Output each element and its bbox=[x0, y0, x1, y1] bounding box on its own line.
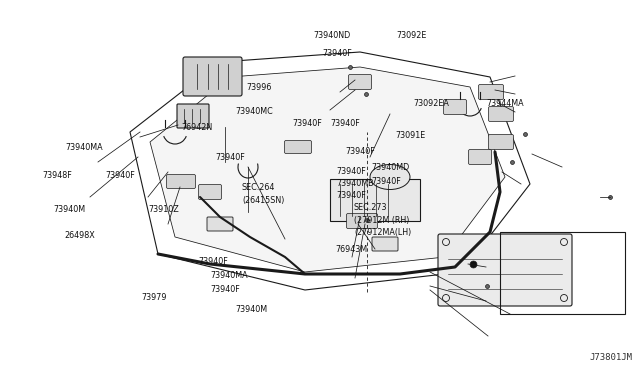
Text: 73940M: 73940M bbox=[53, 205, 85, 214]
Text: J73801JM: J73801JM bbox=[589, 353, 632, 362]
FancyBboxPatch shape bbox=[488, 106, 513, 122]
FancyBboxPatch shape bbox=[479, 84, 504, 99]
FancyBboxPatch shape bbox=[183, 57, 242, 96]
Text: 73940F: 73940F bbox=[292, 119, 322, 128]
Text: 73996: 73996 bbox=[246, 83, 271, 92]
Text: 73940MA: 73940MA bbox=[65, 144, 102, 153]
Text: 73940F: 73940F bbox=[198, 257, 228, 266]
Text: (27912MA(LH): (27912MA(LH) bbox=[354, 228, 412, 237]
Text: 26498X: 26498X bbox=[64, 231, 95, 240]
Text: 73940ND: 73940ND bbox=[313, 32, 350, 41]
FancyBboxPatch shape bbox=[346, 214, 378, 228]
Text: 73910Z: 73910Z bbox=[148, 205, 179, 215]
Text: 73940F: 73940F bbox=[336, 167, 365, 176]
Text: 76942N: 76942N bbox=[181, 122, 212, 131]
Ellipse shape bbox=[370, 164, 410, 189]
Text: (27912M (RH): (27912M (RH) bbox=[354, 215, 410, 224]
Text: 73979: 73979 bbox=[141, 294, 166, 302]
Text: 73940M: 73940M bbox=[235, 305, 267, 314]
Text: 73944MA: 73944MA bbox=[486, 99, 524, 109]
Bar bbox=[500, 232, 625, 314]
FancyBboxPatch shape bbox=[207, 217, 233, 231]
Text: 76943M: 76943M bbox=[335, 246, 367, 254]
Text: 73940F: 73940F bbox=[105, 170, 135, 180]
Text: 73940F: 73940F bbox=[210, 285, 240, 295]
Text: 73940F: 73940F bbox=[336, 190, 365, 199]
FancyBboxPatch shape bbox=[177, 104, 209, 128]
Text: 73940MA: 73940MA bbox=[210, 270, 248, 279]
FancyBboxPatch shape bbox=[438, 234, 572, 306]
Text: (26415SN): (26415SN) bbox=[242, 196, 284, 205]
Text: 73940F: 73940F bbox=[345, 148, 375, 157]
Text: 73940F: 73940F bbox=[215, 154, 244, 163]
Text: SEC.264: SEC.264 bbox=[242, 183, 275, 192]
FancyBboxPatch shape bbox=[166, 174, 195, 189]
Text: 73091E: 73091E bbox=[395, 131, 425, 141]
Bar bbox=[330, 179, 420, 221]
Text: 73092EA: 73092EA bbox=[413, 99, 449, 109]
Text: 73940MB: 73940MB bbox=[336, 179, 374, 187]
FancyBboxPatch shape bbox=[198, 185, 221, 199]
Text: 73940MD: 73940MD bbox=[371, 164, 409, 173]
FancyBboxPatch shape bbox=[444, 99, 467, 115]
Text: 73092E: 73092E bbox=[396, 32, 426, 41]
FancyBboxPatch shape bbox=[468, 150, 492, 164]
FancyBboxPatch shape bbox=[349, 74, 371, 90]
Text: 73940F: 73940F bbox=[322, 49, 352, 58]
Text: SEC.273: SEC.273 bbox=[354, 203, 387, 212]
Text: 73940MC: 73940MC bbox=[235, 108, 273, 116]
FancyBboxPatch shape bbox=[488, 135, 513, 150]
FancyBboxPatch shape bbox=[447, 237, 469, 251]
FancyBboxPatch shape bbox=[285, 141, 312, 154]
Text: 73948F: 73948F bbox=[42, 170, 72, 180]
Text: 73940F: 73940F bbox=[330, 119, 360, 128]
Polygon shape bbox=[150, 67, 505, 272]
Text: 73940F: 73940F bbox=[371, 176, 401, 186]
FancyBboxPatch shape bbox=[372, 237, 398, 251]
